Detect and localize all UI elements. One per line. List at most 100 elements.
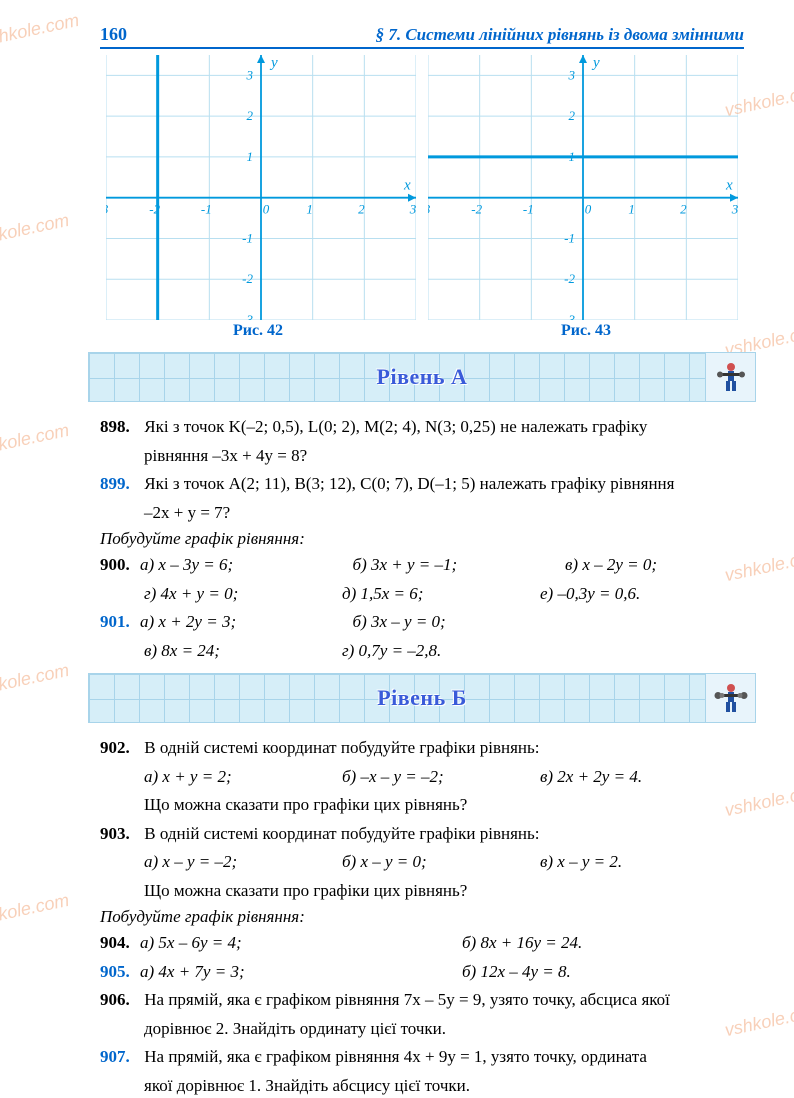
problem-text: В одній системі координат побудуйте граф… (144, 824, 539, 843)
eq: б) 12x – 4y = 8. (462, 959, 784, 985)
problem-907-cont: якої дорівнює 1. Знайдіть абсцису цієї т… (100, 1073, 744, 1098)
svg-text:-1: -1 (523, 202, 534, 217)
svg-text:x: x (725, 178, 733, 194)
instruction-1: Побудуйте графік рівняння: (100, 529, 744, 549)
watermark: vshkole.com (0, 660, 71, 701)
page-header: 160 § 7. Системи лінійних рівнянь із дво… (100, 24, 744, 49)
eq: б) x – y = 0; (342, 849, 540, 875)
svg-text:-2: -2 (564, 271, 575, 286)
problem-903: 903. В одній системі координат побудуйте… (100, 821, 744, 847)
svg-text:-3: -3 (106, 202, 109, 217)
problem-902-q: Що можна сказати про графіки цих рівнянь… (100, 792, 744, 818)
svg-text:y: y (269, 55, 278, 71)
problem-number: 906. (100, 987, 140, 1013)
problem-text: Які з точок A(2; 11), B(3; 12), C(0; 7),… (144, 474, 674, 493)
problem-906-cont: дорівнює 2. Знайдіть ординату цієї точки… (100, 1016, 744, 1042)
problem-text: Які з точок K(–2; 0,5), L(0; 2), M(2; 4)… (144, 417, 647, 436)
svg-text:2: 2 (358, 202, 365, 217)
svg-text:1: 1 (306, 202, 313, 217)
eq: в) x – y = 2. (540, 849, 738, 875)
problem-number: 898. (100, 414, 140, 440)
problem-number: 907. (100, 1044, 140, 1070)
eq: в) 8x = 24; (144, 638, 342, 664)
svg-text:-2: -2 (242, 271, 253, 286)
problem-number: 899. (100, 471, 140, 497)
svg-text:0: 0 (263, 202, 270, 217)
problem-900-row2: г) 4x + y = 0; д) 1,5x = 6; е) –0,3y = 0… (100, 581, 744, 607)
watermark: vshkole.com (0, 420, 71, 461)
problem-902-eqs: а) x + y = 2; б) –x – y = –2; в) 2x + 2y… (100, 764, 744, 790)
svg-text:3: 3 (568, 67, 576, 82)
eq: б) 3x – y = 0; (353, 609, 566, 635)
problem-number: 902. (100, 735, 140, 761)
eq: а) x – y = –2; (144, 849, 342, 875)
problem-902: 902. В одній системі координат побудуйте… (100, 735, 744, 761)
eq: а) x – 3y = 6; (140, 552, 353, 578)
problem-903-eqs: а) x – y = –2; б) x – y = 0; в) x – y = … (100, 849, 744, 875)
problem-number: 904. (100, 930, 140, 956)
svg-text:2: 2 (569, 108, 576, 123)
svg-text:x: x (403, 178, 411, 194)
svg-text:2: 2 (680, 202, 687, 217)
eq: а) x + 2y = 3; (140, 609, 353, 635)
problem-901-row2: в) 8x = 24; г) 0,7y = –2,8. (100, 638, 744, 664)
problem-901: 901. а) x + 2y = 3; б) 3x – y = 0; (100, 609, 744, 635)
watermark: vshkole.com (0, 210, 71, 251)
svg-text:3: 3 (409, 202, 416, 217)
problem-899: 899. Які з точок A(2; 11), B(3; 12), C(0… (100, 471, 744, 497)
svg-text:-1: -1 (201, 202, 212, 217)
graphs-row: -3-2-10123-3-2-1123yx -3-2-10123-3-2-112… (100, 55, 744, 320)
svg-text:-2: -2 (471, 202, 482, 217)
svg-text:1: 1 (628, 202, 635, 217)
level-b-icon (705, 674, 755, 722)
problem-905: 905. а) 4x + 7y = 3; б) 12x – 4y = 8. (100, 959, 744, 985)
level-a-banner: Рівень А (88, 352, 756, 402)
watermark: vshkole.com (0, 890, 71, 931)
instruction-2: Побудуйте графік рівняння: (100, 907, 744, 927)
eq: б) 8x + 16y = 24. (462, 930, 784, 956)
graph-right: -3-2-10123-3-2-1123yx (428, 55, 738, 320)
svg-text:-1: -1 (564, 230, 575, 245)
eq: а) 5x – 6y = 4; (140, 930, 462, 956)
eq: а) 4x + 7y = 3; (140, 959, 462, 985)
watermark: vshkole.com (0, 10, 81, 51)
problem-899-cont: –2x + y = 7? (100, 500, 744, 526)
problem-898: 898. Які з точок K(–2; 0,5), L(0; 2), M(… (100, 414, 744, 440)
problem-text: На прямій, яка є графіком рівняння 7x – … (144, 990, 670, 1009)
graph-left: -3-2-10123-3-2-1123yx (106, 55, 416, 320)
problem-text: На прямій, яка є графіком рівняння 4x + … (144, 1047, 647, 1066)
eq: а) x + y = 2; (144, 764, 342, 790)
problem-906: 906. На прямій, яка є графіком рівняння … (100, 987, 744, 1013)
problem-text: В одній системі координат побудуйте граф… (144, 738, 539, 757)
svg-text:2: 2 (247, 108, 254, 123)
eq: в) x – 2y = 0; (565, 552, 778, 578)
level-a-icon (705, 353, 755, 401)
svg-text:-1: -1 (242, 230, 253, 245)
graph-caption-left: Рис. 42 (233, 322, 283, 340)
level-a-title: Рівень А (377, 364, 468, 390)
problem-number: 900. (100, 552, 140, 578)
problem-number: 905. (100, 959, 140, 985)
svg-text:y: y (591, 55, 600, 71)
svg-text:0: 0 (585, 202, 592, 217)
svg-text:3: 3 (246, 67, 254, 82)
section-title: § 7. Системи лінійних рівнянь із двома з… (376, 25, 744, 45)
eq: б) –x – y = –2; (342, 764, 540, 790)
problem-907: 907. На прямій, яка є графіком рівняння … (100, 1044, 744, 1070)
eq: г) 4x + y = 0; (144, 581, 342, 607)
level-b-title: Рівень Б (377, 685, 467, 711)
problem-904: 904. а) 5x – 6y = 4; б) 8x + 16y = 24. (100, 930, 744, 956)
problem-903-q: Що можна сказати про графіки цих рівнянь… (100, 878, 744, 904)
problem-number: 901. (100, 609, 140, 635)
svg-text:1: 1 (247, 149, 254, 164)
problem-900: 900. а) x – 3y = 6; б) 3x + y = –1; в) x… (100, 552, 744, 578)
problem-number: 903. (100, 821, 140, 847)
eq: е) –0,3y = 0,6. (540, 581, 738, 607)
eq: г) 0,7y = –2,8. (342, 638, 540, 664)
problem-898-cont: рівняння –3x + 4y = 8? (100, 443, 744, 469)
eq: в) 2x + 2y = 4. (540, 764, 738, 790)
svg-text:-3: -3 (242, 312, 253, 320)
eq: б) 3x + y = –1; (353, 552, 566, 578)
svg-text:-3: -3 (428, 202, 431, 217)
svg-text:-3: -3 (564, 312, 575, 320)
